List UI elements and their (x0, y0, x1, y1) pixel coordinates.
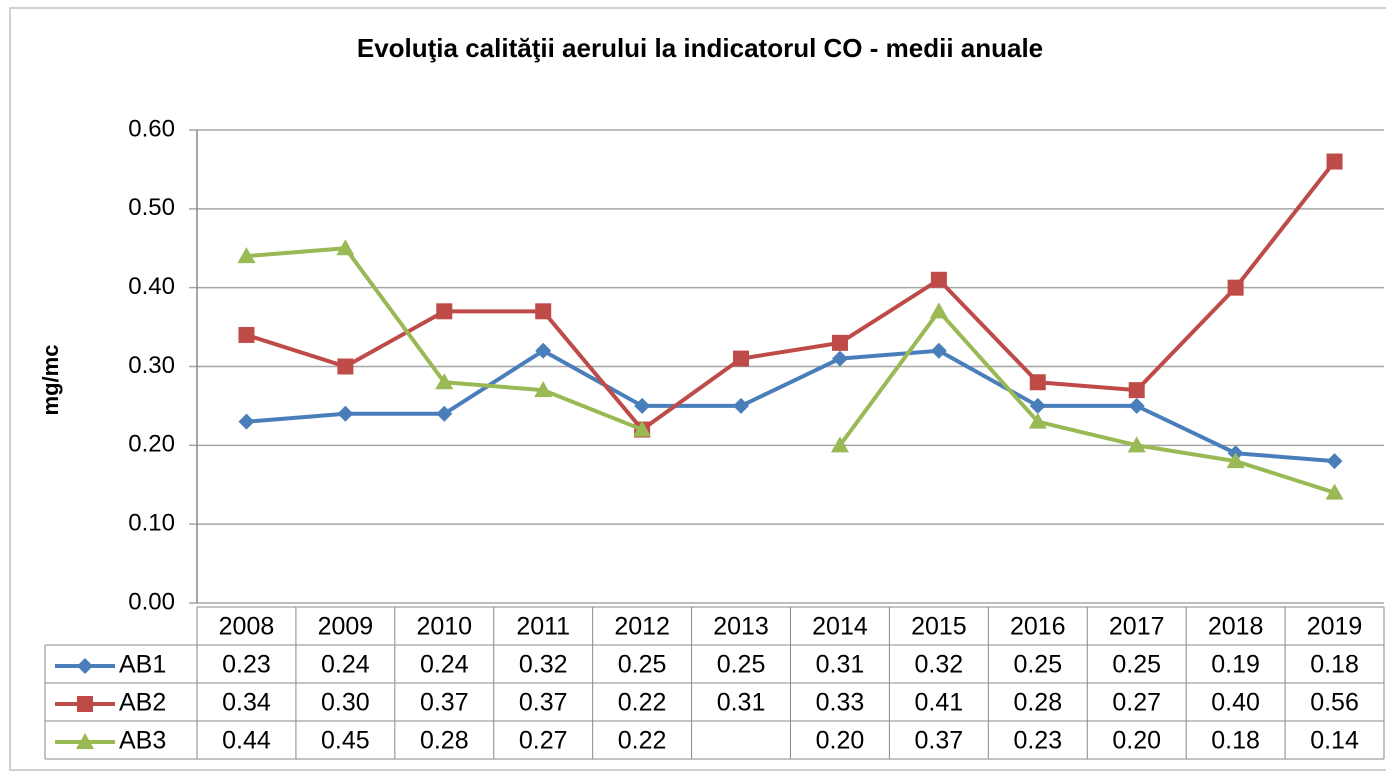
x-tick-label: 2017 (1109, 613, 1165, 641)
y-tick-label: 0.50 (128, 194, 175, 221)
table-value: 0.22 (618, 689, 667, 717)
x-tick-label: 2019 (1307, 613, 1363, 641)
y-tick-label: 0.40 (128, 273, 175, 300)
x-tick-label: 2012 (614, 613, 670, 641)
table-value: 0.24 (420, 651, 469, 679)
data-point (1128, 382, 1145, 399)
legend-marker (77, 696, 93, 712)
x-tick-label: 2016 (1010, 613, 1066, 641)
table-value: 0.37 (420, 689, 469, 717)
data-point (831, 350, 848, 367)
table-value: 0.25 (1112, 651, 1161, 679)
series-line (245, 160, 1337, 432)
data-point (237, 247, 256, 264)
table-value: 0.20 (816, 727, 865, 755)
data-point (1326, 153, 1343, 170)
data-point (1128, 397, 1145, 414)
data-point (929, 302, 948, 319)
table-value: 0.32 (519, 651, 568, 679)
x-tick-label: 2013 (713, 613, 769, 641)
table-value: 0.19 (1211, 651, 1260, 679)
x-tick-label: 2011 (516, 613, 570, 641)
table-value: 0.31 (717, 689, 766, 717)
table-value: 0.14 (1310, 727, 1359, 755)
data-point (1127, 436, 1146, 453)
table-value: 0.41 (915, 689, 964, 717)
y-tick-label: 0.20 (128, 431, 175, 458)
table-value: 0.18 (1211, 727, 1260, 755)
table-value: 0.30 (321, 689, 370, 717)
data-point (337, 358, 354, 375)
table-value: 0.20 (1112, 727, 1161, 755)
legend-marker (76, 733, 94, 749)
table-value: 0.27 (519, 727, 568, 755)
data-point (633, 420, 652, 437)
series-line (246, 348, 1335, 464)
table-value: 0.25 (618, 651, 667, 679)
data-point (1325, 483, 1344, 500)
x-tick-label: 2015 (911, 613, 967, 641)
table-value: 0.45 (321, 727, 370, 755)
legend-label: AB3 (119, 727, 166, 755)
chart-title: Evoluţia calităţii aerului la indicatoru… (357, 33, 1043, 63)
data-point (238, 326, 255, 343)
x-tick-label: 2014 (812, 613, 868, 641)
y-tick-label: 0.10 (128, 510, 175, 537)
table-value: 0.33 (816, 689, 865, 717)
table-value: 0.34 (222, 689, 271, 717)
data-point (238, 413, 255, 430)
table-value: 0.37 (915, 727, 964, 755)
data-point (534, 381, 553, 398)
table-value: 0.40 (1211, 689, 1260, 717)
data-point (336, 239, 355, 256)
table-value: 0.18 (1310, 651, 1359, 679)
data-point (930, 342, 947, 359)
y-tick-label: 0.30 (128, 352, 175, 379)
data-point (1028, 412, 1047, 429)
data-point (831, 334, 848, 351)
y-tick-label: 0.00 (128, 588, 175, 615)
data-point (830, 436, 849, 453)
table-value: 0.28 (420, 727, 469, 755)
y-tick-label: 0.60 (128, 115, 175, 142)
data-point (435, 373, 454, 390)
x-tick-label: 2009 (318, 613, 374, 641)
table-value: 0.37 (519, 689, 568, 717)
data-point (1029, 397, 1046, 414)
x-tick-label: 2018 (1208, 613, 1264, 641)
table-value: 0.24 (321, 651, 370, 679)
data-point (1029, 374, 1046, 391)
table-value: 0.27 (1112, 689, 1161, 717)
table-value: 0.28 (1013, 689, 1062, 717)
table-value: 0.23 (222, 651, 271, 679)
data-point (535, 342, 552, 359)
x-tick-label: 2010 (416, 613, 472, 641)
data-point (436, 405, 453, 422)
table-value: 0.22 (618, 727, 667, 755)
table-value: 0.25 (717, 651, 766, 679)
x-tick-label: 2008 (219, 613, 275, 641)
data-point (1326, 453, 1343, 470)
table-value: 0.56 (1310, 689, 1359, 717)
legend-label: AB1 (119, 651, 166, 679)
data-point (337, 405, 354, 422)
data-point (436, 303, 453, 320)
legend-marker (77, 658, 93, 674)
table-value: 0.32 (915, 651, 964, 679)
data-point (930, 271, 947, 288)
data-point (733, 350, 750, 367)
data-point (634, 397, 651, 414)
table-value: 0.31 (816, 651, 865, 679)
table-value: 0.23 (1013, 727, 1062, 755)
y-axis-label: mg/mc (38, 345, 63, 416)
data-point (733, 397, 750, 414)
table-value: 0.25 (1013, 651, 1062, 679)
table-value: 0.44 (222, 727, 271, 755)
data-point (535, 303, 552, 320)
data-point (1226, 452, 1245, 469)
data-point (1227, 279, 1244, 296)
legend-label: AB2 (119, 689, 166, 717)
